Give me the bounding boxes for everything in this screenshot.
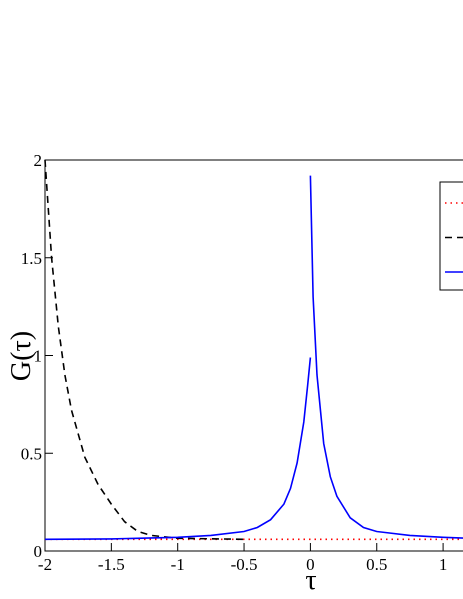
y-tick-label: 2: [34, 151, 43, 170]
series-line: [44, 159, 245, 541]
y-tick-label: 1.5: [21, 249, 42, 268]
y-tick-label: 0.5: [21, 444, 42, 463]
x-tick-label: 1: [439, 555, 448, 574]
x-tick-label: -1: [171, 555, 185, 574]
legend-box: [439, 181, 463, 291]
y-tick-label: 0: [34, 542, 43, 561]
x-tick-label: -0.5: [231, 555, 258, 574]
y-axis-label: G(τ): [6, 331, 37, 381]
x-axis-label: τ: [305, 565, 316, 596]
x-tick-label: -2: [38, 555, 52, 574]
x-tick-label: 0: [306, 555, 315, 574]
series-line: [44, 175, 463, 541]
x-tick-label: -1.5: [98, 555, 125, 574]
plot-frame: [44, 159, 463, 552]
x-tick-label: 0.5: [366, 555, 387, 574]
y-tick-label: 1: [34, 347, 43, 366]
